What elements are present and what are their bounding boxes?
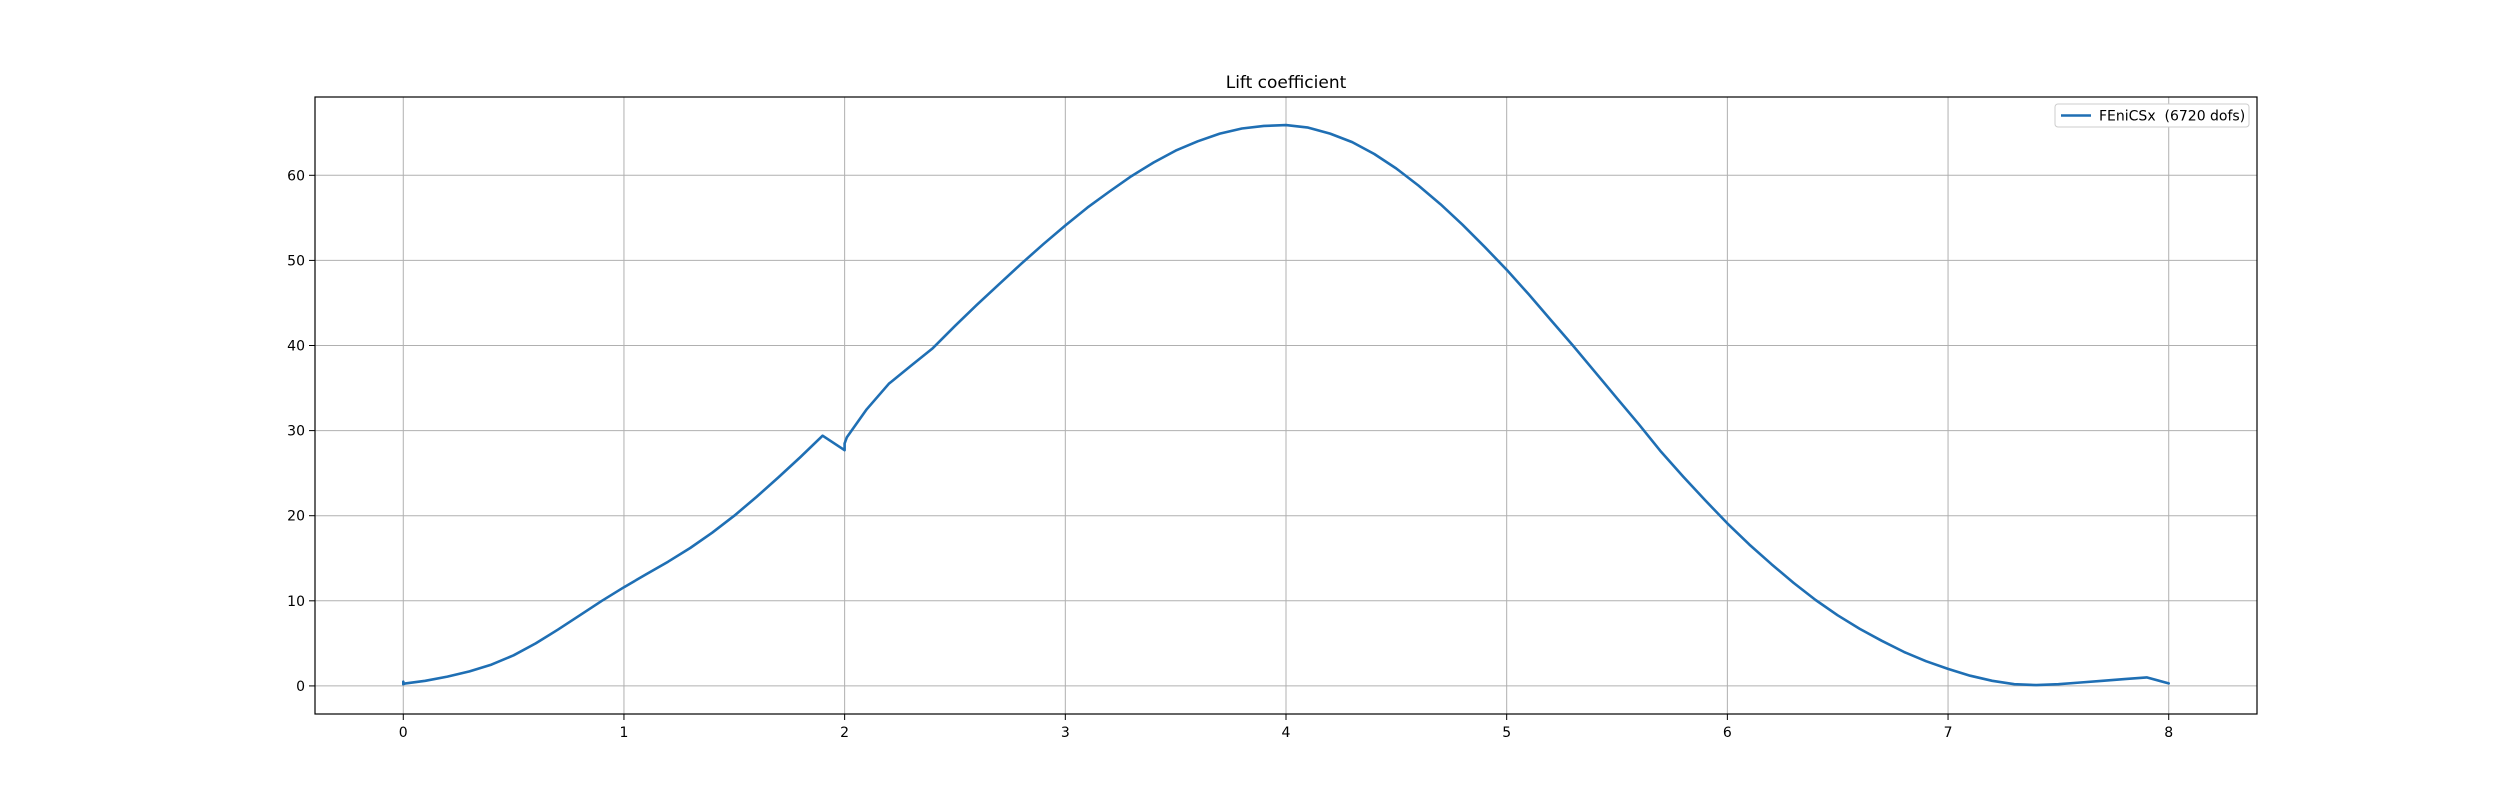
plot-area <box>401 123 2170 687</box>
y-tick-label: 0 <box>296 679 305 695</box>
x-tick-label: 3 <box>1061 725 1070 741</box>
x-tick-label: 6 <box>1723 725 1732 741</box>
x-tick-label: 0 <box>399 725 408 741</box>
y-tick-label: 20 <box>287 509 305 525</box>
legend-box <box>2054 103 2250 128</box>
legend-label: FEniCSx (6720 dofs) <box>2099 109 2245 125</box>
x-tick-label: 2 <box>840 725 849 741</box>
x-tick-label: 1 <box>619 725 628 741</box>
x-tick-label: 8 <box>2164 725 2173 741</box>
y-tick-label: 50 <box>287 253 305 269</box>
series-line <box>401 123 2170 687</box>
x-tick-label: 4 <box>1282 725 1291 741</box>
x-tick-label: 7 <box>1944 725 1953 741</box>
y-axis: 0 10 20 30 40 50 60 <box>287 168 315 695</box>
legend: FEniCSx (6720 dofs) <box>2054 103 2250 128</box>
x-axis: 0 1 2 3 4 5 6 7 8 <box>399 714 2173 741</box>
x-tick-label: 5 <box>1502 725 1511 741</box>
y-tick-label: 30 <box>287 424 305 440</box>
chart-title: Lift coefficient <box>1226 73 1347 93</box>
y-tick-label: 40 <box>287 339 305 355</box>
grid <box>315 97 2257 714</box>
y-tick-label: 10 <box>287 594 305 610</box>
y-tick-label: 60 <box>287 168 305 184</box>
